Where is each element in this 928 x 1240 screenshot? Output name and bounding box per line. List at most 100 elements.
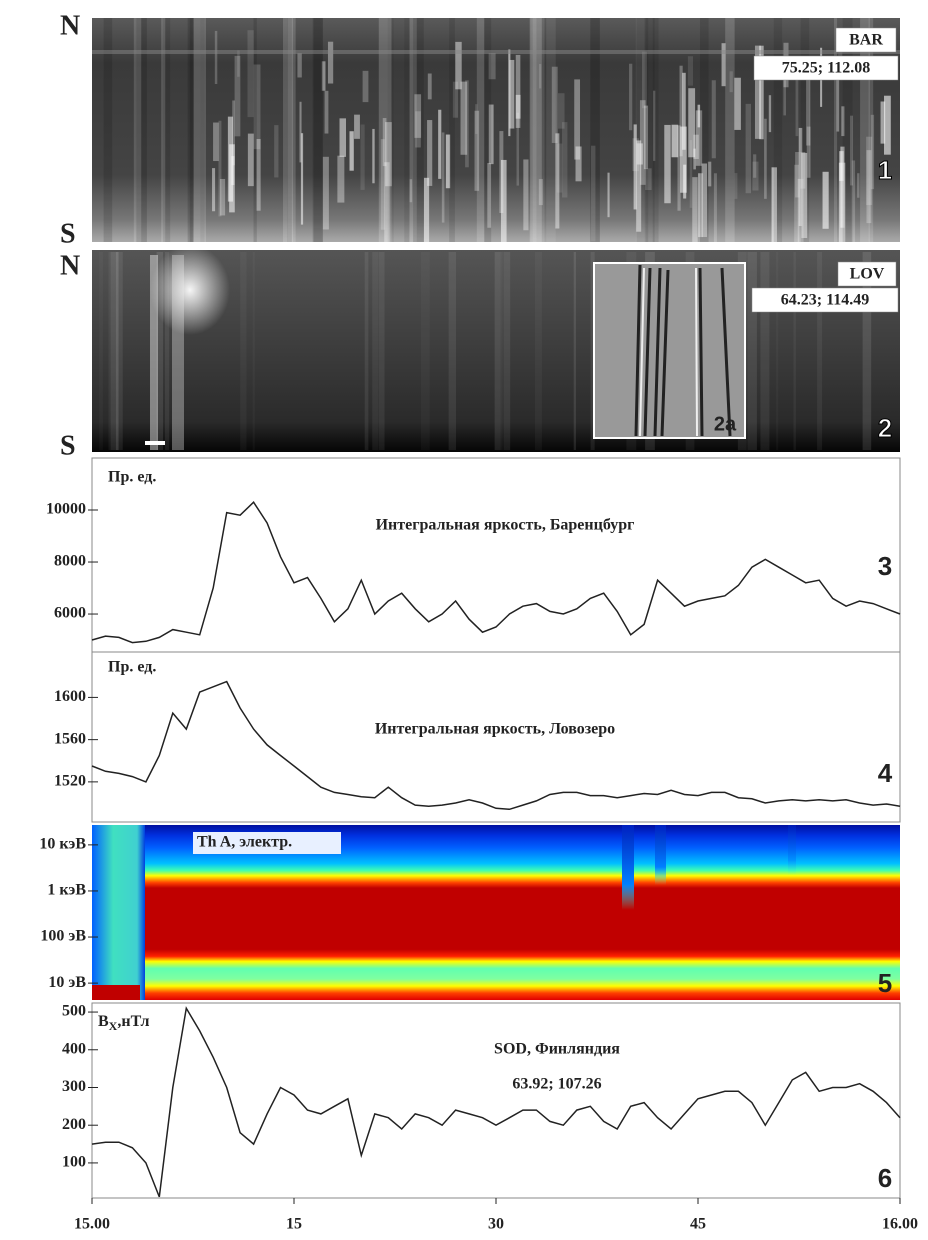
aurora-streak xyxy=(312,18,322,242)
aurora-streak xyxy=(734,173,738,199)
aurora-streak xyxy=(438,109,442,179)
label-box xyxy=(193,832,341,854)
aurora-streak xyxy=(384,162,390,252)
aurora-streak xyxy=(508,49,511,137)
panel-subtitle: 63.92; 107.26 xyxy=(512,1076,601,1093)
aurora-streak xyxy=(692,177,698,265)
aurora-streak xyxy=(253,64,261,150)
aurora-streak xyxy=(413,18,424,242)
aurora-streak xyxy=(455,41,462,90)
data-line xyxy=(91,1006,901,1198)
aurora-streak xyxy=(274,125,279,178)
aurora-blob xyxy=(150,245,230,335)
aurora-streak xyxy=(387,18,394,242)
north-label: N xyxy=(60,250,80,281)
aurora-streak xyxy=(822,171,829,229)
aurora-streak xyxy=(193,18,206,242)
aurora-streak xyxy=(697,104,701,128)
panel-label: 5 xyxy=(878,968,892,998)
plot-frame xyxy=(91,457,901,653)
aurora-streak xyxy=(452,81,459,118)
aurora-streak xyxy=(764,118,767,199)
aurora-streak xyxy=(423,177,430,278)
aurora-streak xyxy=(591,145,596,242)
aurora-streak xyxy=(200,18,205,242)
aurora-streak xyxy=(449,18,455,242)
aurora-streak xyxy=(711,80,716,159)
aurora-streak xyxy=(448,252,457,450)
aurora-streak xyxy=(163,18,171,242)
y-axis-label-part: B xyxy=(98,1013,109,1030)
aurora-streak xyxy=(636,140,642,232)
aurora-streak xyxy=(800,18,810,242)
aurora-streak xyxy=(636,143,643,165)
aurora-streak xyxy=(476,18,485,242)
aurora-streak xyxy=(256,138,261,211)
aurora-streak xyxy=(187,18,193,242)
x-tick-label: 15.00 xyxy=(74,1216,110,1233)
aurora-streak xyxy=(880,101,886,144)
y-tick-label: 500 xyxy=(62,1003,86,1020)
label-box xyxy=(835,27,897,53)
aurora-streak xyxy=(441,132,445,223)
aurora-streak xyxy=(754,45,761,139)
keogram-streaks xyxy=(103,18,891,278)
aurora-streak xyxy=(378,18,392,242)
label-box xyxy=(751,287,899,313)
aurora-streak xyxy=(150,255,158,450)
aurora-streak xyxy=(868,18,874,242)
aurora-streak xyxy=(850,115,854,186)
aurora-streak xyxy=(212,168,216,212)
aurora-streak xyxy=(253,18,257,242)
aurora-streak xyxy=(771,167,777,261)
y-tick-label: 10000 xyxy=(46,501,86,518)
aurora-streak xyxy=(768,95,772,133)
aurora-streak xyxy=(701,163,708,238)
aurora-streak xyxy=(445,134,451,189)
aurora-streak xyxy=(707,161,712,187)
aurora-streak xyxy=(857,173,860,198)
aurora-streak xyxy=(283,18,296,242)
y-axis-label: Пр. ед. xyxy=(108,659,156,676)
north-label: N xyxy=(60,10,80,41)
aurora-streak xyxy=(110,252,119,450)
aurora-streak xyxy=(321,61,326,91)
aurora-streak xyxy=(734,77,741,130)
aurora-streak xyxy=(573,252,576,450)
aurora-streak xyxy=(752,161,759,191)
aurora-streak xyxy=(247,133,254,187)
coordinates-label: 75.25; 112.08 xyxy=(782,60,870,77)
aurora-streak xyxy=(607,172,610,218)
keogram-line xyxy=(92,50,900,54)
aurora-streak xyxy=(364,252,369,450)
aurora-streak xyxy=(773,18,783,242)
aurora-streak xyxy=(360,124,365,190)
aurora-streak xyxy=(108,252,118,450)
aurora-streak xyxy=(213,122,219,162)
aurora-streak xyxy=(725,18,735,242)
aurora-streak xyxy=(575,146,582,182)
inset-image xyxy=(593,262,746,439)
aurora-streak xyxy=(841,106,845,137)
aurora-streak xyxy=(414,94,422,138)
aurora-streak xyxy=(534,252,542,450)
aurora-streak xyxy=(421,252,430,450)
aurora-streak xyxy=(253,252,255,450)
aurora-streak xyxy=(833,18,838,242)
aurora-streak xyxy=(653,90,656,161)
panel-title: Интегральная яркость, Баренцбург xyxy=(376,517,635,534)
spectrogram-image xyxy=(92,985,140,1000)
aurora-streak xyxy=(227,116,234,202)
aurora-streak xyxy=(629,63,633,131)
aurora-streak xyxy=(632,138,639,172)
aurora-streak xyxy=(529,18,537,242)
y-tick-label: 200 xyxy=(62,1116,86,1133)
aurora-streak xyxy=(116,252,123,450)
aurora-streak xyxy=(299,101,302,163)
aurora-streak xyxy=(382,118,387,167)
aurora-streak xyxy=(794,164,799,243)
aurora-streak xyxy=(556,143,563,193)
aurora-streak xyxy=(232,100,235,166)
aurora-streak xyxy=(642,51,647,109)
aurora-streak xyxy=(689,140,693,208)
